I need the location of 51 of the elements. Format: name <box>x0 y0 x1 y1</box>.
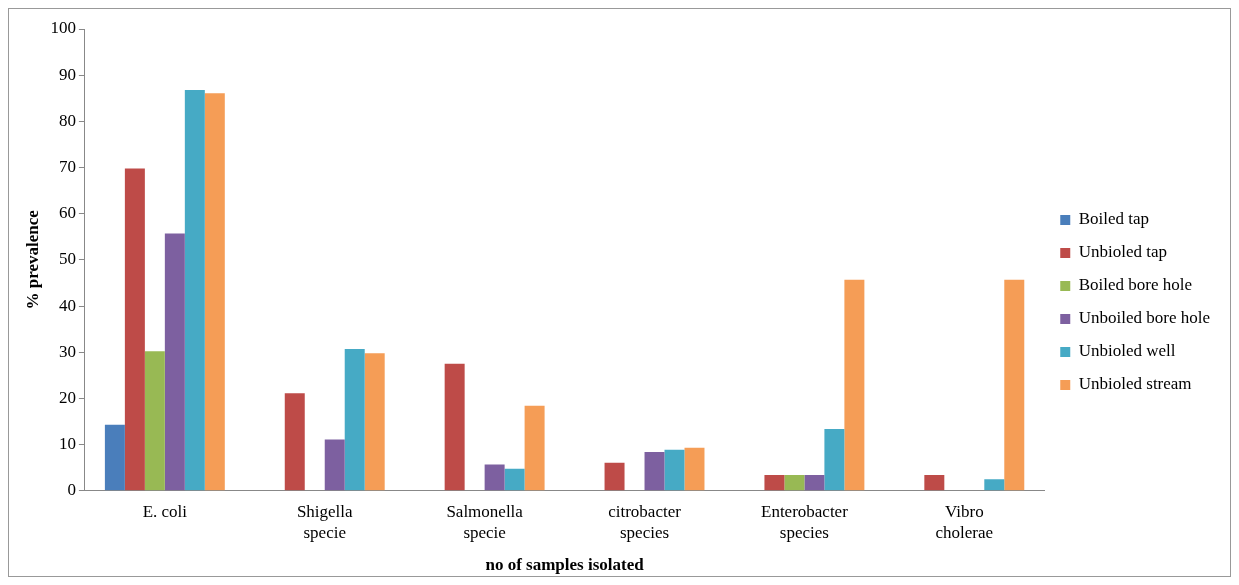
legend-label: Unbioled tap <box>1078 242 1168 262</box>
bar <box>284 393 305 491</box>
bar <box>844 279 865 491</box>
bar <box>804 475 825 491</box>
bar <box>984 479 1005 491</box>
y-tick-label: 80 <box>58 110 76 130</box>
bar <box>764 475 785 491</box>
bar <box>484 464 505 491</box>
bar <box>664 449 685 491</box>
bar <box>184 89 205 491</box>
bar <box>824 428 845 491</box>
bar <box>324 439 345 491</box>
bar <box>784 475 805 491</box>
bar <box>104 424 125 491</box>
y-tick-label: 30 <box>58 341 76 361</box>
legend-label: Unbioled well <box>1078 341 1176 361</box>
x-tick-label: citrobacter species <box>608 502 682 542</box>
bar <box>164 233 185 491</box>
legend-label: Unbioled stream <box>1078 374 1192 394</box>
legend-label: Boiled tap <box>1078 209 1150 229</box>
x-tick-label: Vibro cholerae <box>935 502 994 542</box>
bar <box>644 452 665 491</box>
bar <box>1004 279 1025 491</box>
y-tick-label: 100 <box>50 18 76 38</box>
bar <box>504 468 525 491</box>
bar <box>444 363 465 491</box>
bar <box>524 405 545 491</box>
y-tick-label: 90 <box>58 64 76 84</box>
bar <box>124 168 145 491</box>
x-tick-label: Enterobacter species <box>761 502 849 542</box>
y-tick-label: 50 <box>58 249 76 269</box>
y-tick-label: 40 <box>58 295 76 315</box>
bar <box>604 462 625 491</box>
x-axis-title: no of samples isolated <box>485 555 645 575</box>
y-axis-title: % prevalence <box>22 209 42 310</box>
x-tick-label: E. coli <box>142 502 188 522</box>
bar <box>924 475 945 491</box>
legend-label: Boiled bore hole <box>1078 275 1193 295</box>
bar <box>344 349 365 491</box>
bar <box>144 351 165 491</box>
x-tick-label: Shigella specie <box>296 502 354 542</box>
y-tick-label: 10 <box>58 434 76 454</box>
y-tick-label: 70 <box>58 157 76 177</box>
bar <box>204 93 225 491</box>
bar <box>364 353 385 491</box>
y-tick-label: 60 <box>58 203 76 223</box>
x-tick-label: Salmonella specie <box>446 502 524 542</box>
y-tick-label: 20 <box>58 387 76 407</box>
y-tick-label: 0 <box>67 480 76 500</box>
legend-label: Unboiled bore hole <box>1078 308 1211 328</box>
bar <box>684 447 705 491</box>
